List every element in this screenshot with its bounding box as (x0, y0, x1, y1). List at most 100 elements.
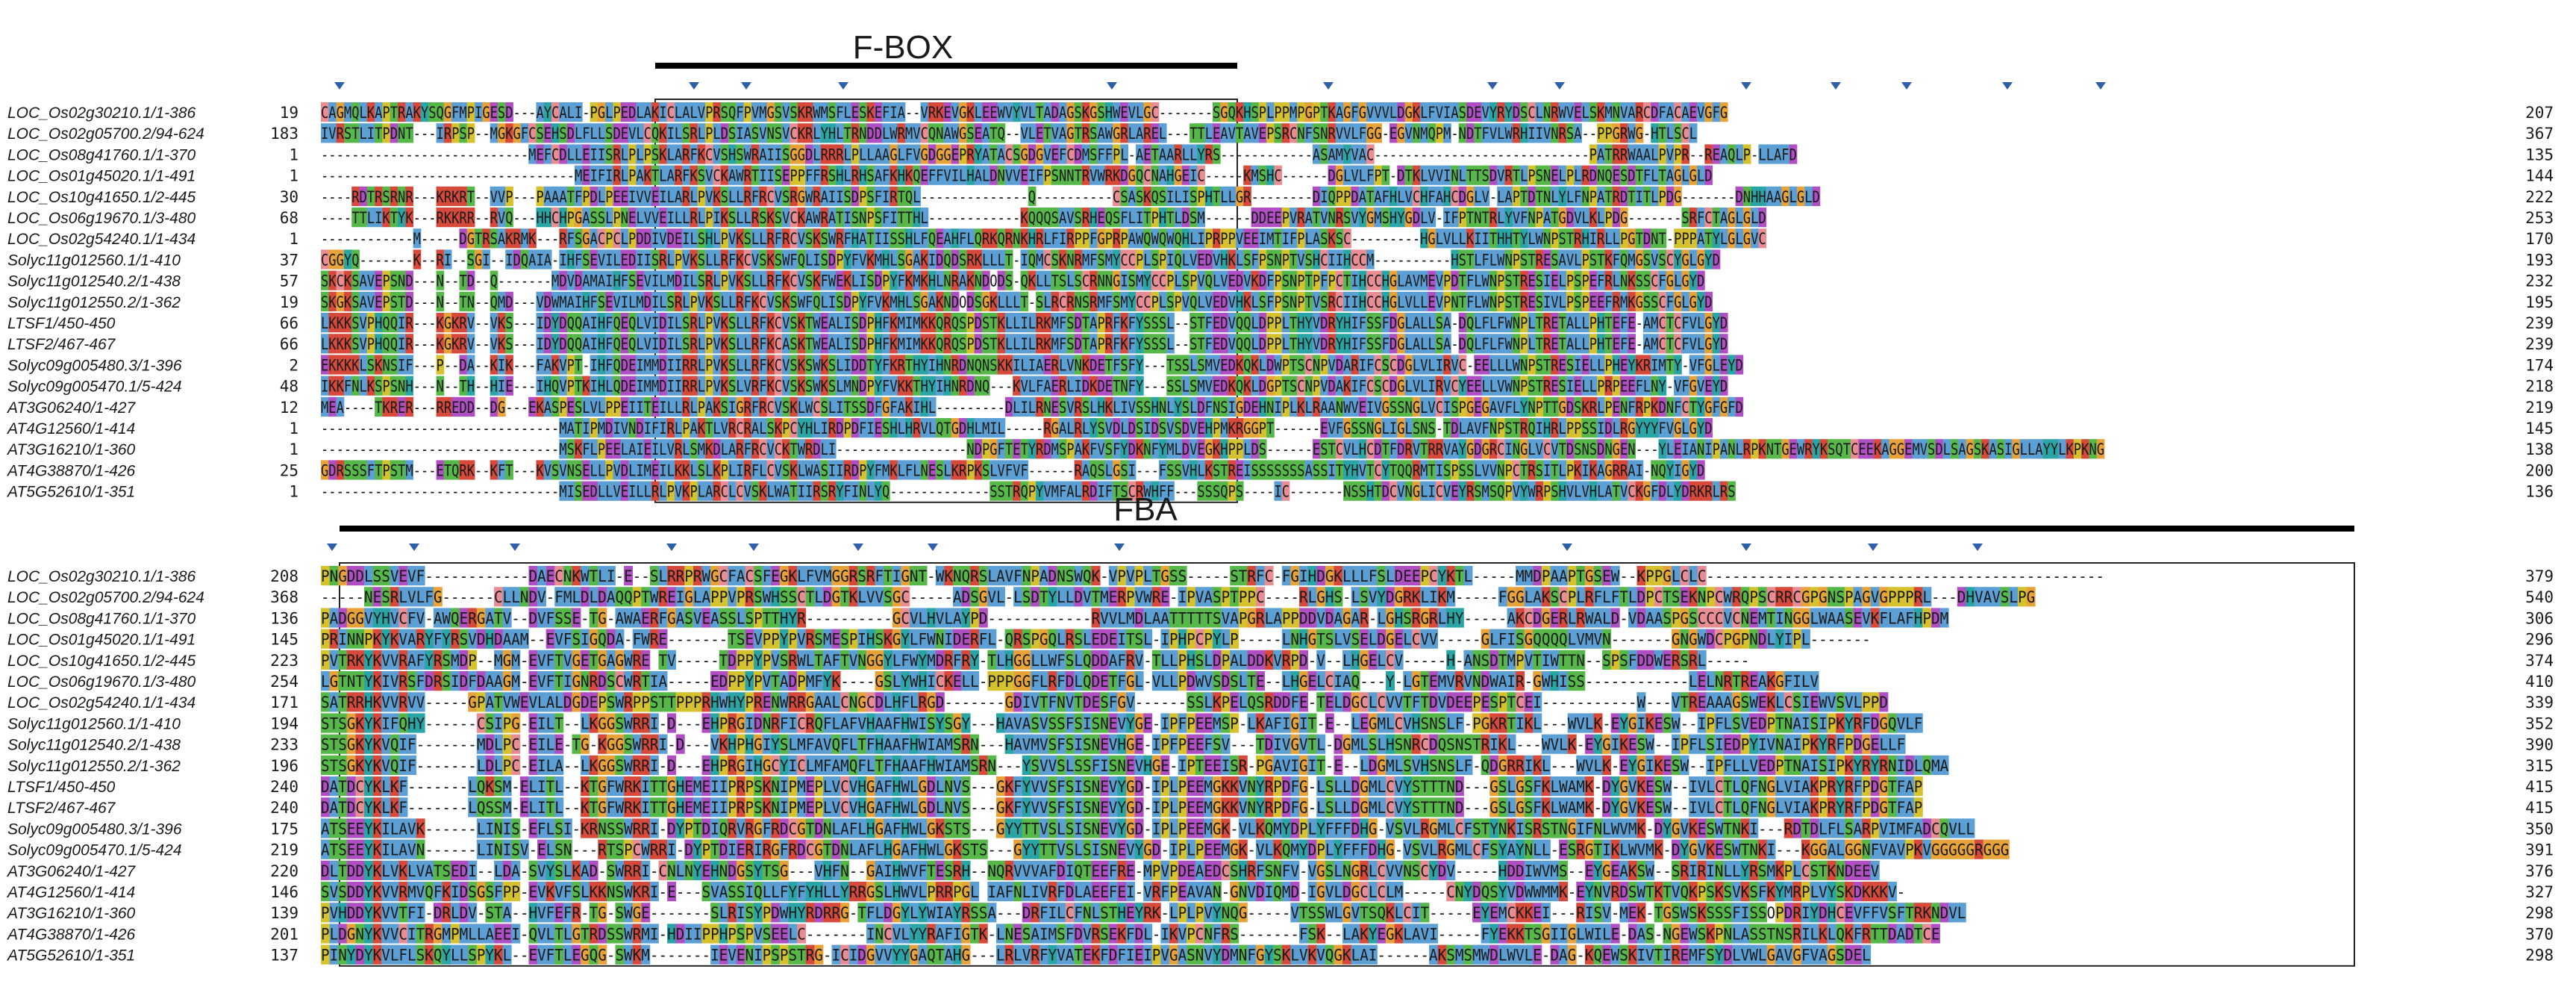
residue-color-run (1081, 123, 1090, 143)
residue-color-run (1381, 396, 1390, 417)
residue-color-run (451, 396, 475, 417)
residue-color-run (505, 291, 513, 311)
residue-color-run (1420, 123, 1428, 143)
residue-color-run (328, 291, 337, 311)
residue-color-run (606, 587, 616, 607)
residue-color-run (974, 270, 983, 290)
conserved-site-marker (334, 82, 345, 90)
residue-color-run (720, 313, 729, 333)
residue-color-run (551, 460, 560, 480)
residue-color-run (1166, 439, 1183, 459)
residue-color-run (359, 291, 375, 311)
residue-color-run (1374, 439, 1383, 459)
residue-color-run (1541, 566, 1551, 586)
residue-color-run (797, 629, 807, 649)
residue-color-run (436, 186, 468, 206)
residue-color-run (1566, 460, 1575, 480)
residue-color-run (351, 376, 360, 396)
residue-color-run (859, 313, 867, 333)
residue-color-run (459, 228, 468, 249)
residue-color-run (1810, 587, 1819, 607)
residue-color-run (1166, 376, 1183, 396)
residue-color-run (1043, 165, 1052, 185)
residue-color-run (346, 629, 365, 649)
residue-color-run (728, 460, 744, 480)
residue-color-run (1320, 291, 1328, 311)
residue-color-run (1320, 186, 1328, 206)
start-position: 254 (270, 673, 298, 691)
residue-color-run (1104, 355, 1113, 375)
residue-color-run (566, 313, 583, 333)
residue-color-run (1404, 376, 1437, 396)
residue-color-run (364, 566, 374, 586)
residue-color-run (382, 102, 391, 122)
residue-color-run (1360, 587, 1369, 607)
residue-color-run (494, 629, 504, 649)
residue-color-run (1113, 460, 1121, 480)
residue-color-run (959, 249, 967, 270)
residue-color-run (605, 355, 613, 375)
residue-color-run (1358, 355, 1375, 375)
residue-color-run (1312, 396, 1321, 417)
residue-color-run (1589, 165, 1598, 185)
sequence-name: Solyc11g012560.1/1-410 (7, 715, 181, 732)
residue-color-run (1377, 587, 1387, 607)
residue-color-run (1243, 270, 1251, 290)
residue-color-run (866, 566, 875, 586)
residue-color-run (690, 334, 698, 354)
sequence-residues: STSGKYKVQIF-------LDLPC-EILA--LKGGSWRRI-… (321, 757, 1949, 775)
sequence-name: AT3G06240/1-427 (6, 863, 137, 880)
residue-color-run (1612, 123, 1621, 143)
residue-color-run (813, 396, 822, 417)
residue-color-run (582, 291, 590, 311)
residue-color-run (766, 418, 775, 438)
conserved-site-marker (1487, 82, 1498, 90)
residue-color-run (970, 566, 980, 586)
residue-color-run (605, 208, 613, 228)
sequence-residues: DATDCYKLKF-------LQSSM-ELITL--KTGFWRKITT… (321, 799, 1922, 817)
residue-color-run (1458, 418, 1490, 438)
residue-color-run (1366, 208, 1375, 228)
residue-color-run (1742, 186, 1751, 206)
residue-color-run (1251, 439, 1260, 459)
residue-color-run (1120, 123, 1129, 143)
residue-color-run (759, 396, 767, 417)
residue-color-run (805, 228, 813, 249)
residue-color-run (1213, 186, 1221, 206)
residue-color-run (754, 566, 763, 586)
residue-color-run (613, 144, 622, 164)
residue-color-run (1535, 165, 1551, 185)
alignment-row: Solyc11g012540.2/1-438 233 STSGKYKVQIF----… (7, 734, 2554, 754)
residue-color-run (1051, 396, 1060, 417)
residue-color-run (928, 123, 944, 143)
residue-color-run (1166, 334, 1175, 354)
residue-color-run (828, 396, 844, 417)
residue-color-run (536, 376, 545, 396)
residue-color-run (425, 650, 434, 670)
residue-color-run (1113, 334, 1121, 354)
residue-color-run (1189, 165, 1198, 185)
residue-color-run (1004, 650, 1014, 670)
residue-color-run (1520, 102, 1528, 122)
residue-color-run (820, 334, 829, 354)
residue-color-run (451, 102, 468, 122)
residue-color-run (1489, 629, 1516, 649)
start-position: 1 (289, 230, 298, 248)
residue-color-run (1328, 270, 1337, 290)
residue-color-run (1735, 186, 1744, 206)
residue-color-run (874, 186, 890, 206)
residue-color-run (1343, 396, 1360, 417)
residue-color-run (1435, 228, 1467, 249)
residue-color-run (1712, 228, 1721, 249)
residue-color-run (1604, 291, 1613, 311)
sequence-residues: ATSEEYKILAVK------LINIS-EFLSI-KRNSSWRRI-… (321, 820, 1975, 838)
residue-color-run (1312, 270, 1321, 290)
residue-color-run (828, 376, 837, 396)
residue-color-run (574, 418, 583, 438)
residue-color-run (1597, 439, 1605, 459)
residue-color-run (390, 102, 398, 122)
residue-color-run (782, 439, 790, 459)
residue-color-run (697, 123, 706, 143)
residue-color-run (1307, 587, 1317, 607)
residue-color-run (436, 460, 445, 480)
